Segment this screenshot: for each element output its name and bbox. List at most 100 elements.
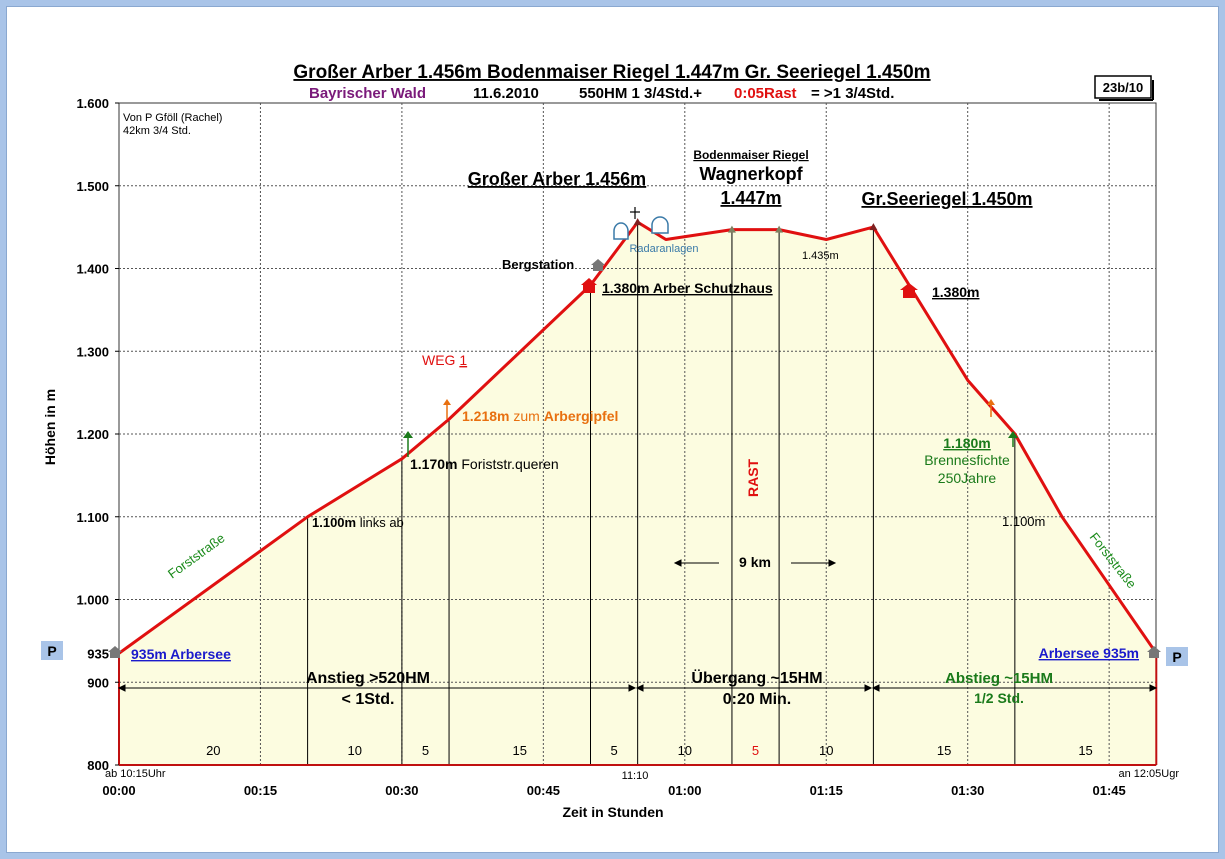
elevation-chart: 800 900 935 1.000 1.100 1.200 1.300 1.400 1.500 1…	[41, 62, 1188, 820]
uebergang-label: Übergang ~15HM	[691, 668, 822, 687]
y-tick-label: 1.400	[76, 262, 109, 277]
left-hut-icon	[108, 646, 122, 658]
segment-minutes-label: 10	[819, 743, 833, 758]
abstieg-label: Abstieg ~15HM	[945, 670, 1053, 687]
orange-arrow-icon	[443, 399, 451, 419]
riegel-small-label: Bodenmaiser Riegel	[693, 148, 808, 162]
right-hut-grey-icon	[1147, 646, 1161, 658]
y-tick-label: 1.200	[76, 427, 109, 442]
x-tick-label: 00:45	[527, 783, 560, 798]
phase-arrows	[117, 684, 1158, 692]
y-tick-label: 800	[87, 758, 109, 773]
y-tick-label: 900	[87, 675, 109, 690]
m1435-label: 1.435m	[802, 250, 839, 262]
right-1100-label: 1.100m	[1002, 514, 1045, 529]
subtitle-date: 11.6.2010	[473, 85, 539, 102]
arbersee-right-label: Arbersee 935m	[1039, 645, 1139, 661]
abstieg-time-label: 1/2 Std.	[974, 690, 1024, 706]
y-tick-label: 1.300	[76, 344, 109, 359]
end-time-label: an 12:05Ugr	[1118, 768, 1179, 780]
weg-label: WEG 1	[422, 352, 467, 368]
segment-minutes-label: 10	[348, 743, 362, 758]
linksab-label: 1.100m links ab	[312, 515, 404, 530]
y-tick-label: 1.100	[76, 510, 109, 525]
segment-minutes-label: 15	[937, 743, 951, 758]
mid-time-label: 11:10	[622, 770, 649, 782]
forststr-label: 1.170m Foriststr.queren	[410, 456, 559, 472]
arbersee-left-label: 935m Arbersee	[131, 646, 231, 662]
segment-minutes-label: 15	[513, 743, 527, 758]
x-axis-title: Zeit in Stunden	[562, 804, 663, 820]
summit-marker	[869, 223, 878, 231]
km-label: 9 km	[739, 554, 771, 570]
right-1380-label: 1.380m	[932, 284, 979, 300]
brenn-age-label: 250Jahre	[938, 470, 997, 486]
riegel-name-label: Wagnerkopf	[699, 164, 803, 184]
segment-minutes-label: 5	[752, 743, 759, 758]
note-line-2: 42km 3/4 Std.	[123, 125, 191, 137]
y-tick-labels: 800 900 935 1.000 1.100 1.200 1.300 1.400 1.500 1…	[76, 96, 119, 773]
x-tick-labels: 00:00 00:15 00:30 00:45 01:00 01:15 01:30 01:45	[102, 783, 1125, 798]
brenn-name-label: Brennesfichte	[924, 452, 1010, 468]
segment-minutes-label: 15	[1078, 743, 1092, 758]
profile-points	[633, 218, 878, 233]
subtitle-rast: 0:05Rast	[734, 85, 797, 102]
chart-title: Großer Arber 1.456m Bodenmaiser Riegel 1…	[293, 62, 930, 83]
segment-minutes-label: 5	[422, 743, 429, 758]
y-axis-title: Höhen in m	[42, 389, 58, 465]
y-tick-label: 1.000	[76, 593, 109, 608]
km-arrows	[673, 559, 837, 567]
bergstation-icon	[591, 259, 605, 271]
segment-minutes-label: 10	[678, 743, 692, 758]
start-time-label: ab 10:15Uhr	[105, 768, 166, 780]
y-tick-label: 935	[87, 646, 109, 661]
green-arrow-right-icon	[1008, 431, 1018, 447]
riegel-height-label: 1.447m	[720, 188, 781, 208]
segment-labels: 20 10 5 15 5 10 5 10 15 15	[206, 743, 1093, 758]
arbergipfel-label: 1.218m zum Arbergipfel	[462, 408, 618, 424]
x-tick-label: 00:15	[244, 783, 277, 798]
schutzhaus-hut-icon	[581, 278, 597, 293]
x-tick-label: 01:45	[1093, 783, 1126, 798]
y-tick-label: 1.500	[76, 179, 109, 194]
summit-marker	[727, 225, 736, 233]
y-tick-label: 1.600	[76, 96, 109, 111]
radar-label: Radaranlagen	[629, 243, 698, 255]
note-line-1: Von P Gföll (Rachel)	[123, 112, 222, 124]
rast-label: RAST	[745, 458, 761, 497]
parking-right-badge	[1166, 647, 1188, 666]
subtitle-total: = >1 3/4Std.	[811, 85, 894, 102]
summit-marker	[775, 225, 784, 233]
parking-left-badge	[41, 641, 63, 660]
uebergang-time-label: 0:20 Min.	[723, 691, 791, 708]
subtitle-region: Bayrischer Wald	[309, 85, 426, 102]
subtitle: Bayrischer Wald 11.6.2010 550HM 1 3/4Std…	[309, 85, 894, 102]
schutzhaus-label: 1.380m Arber Schutzhaus	[602, 280, 773, 296]
x-tick-label: 00:00	[102, 783, 135, 798]
parking-left-icon: P	[47, 643, 56, 659]
summit-marker	[633, 218, 642, 226]
summit-cross-icon	[630, 207, 640, 219]
x-tick-label: 00:30	[385, 783, 418, 798]
parking-right-icon: P	[1172, 649, 1181, 665]
bergstation-label: Bergstation	[502, 257, 574, 272]
orange-arrow-right-icon	[987, 399, 995, 417]
brenn-height-label: 1.180m	[943, 435, 990, 451]
seeriegel-label: Gr.Seeriegel 1.450m	[861, 189, 1032, 209]
segment-vertical-lines	[118, 222, 1158, 766]
x-tick-label: 01:15	[810, 783, 843, 798]
ref-box	[1094, 75, 1152, 99]
arber-summit-label: Großer Arber 1.456m	[468, 169, 646, 189]
right-hut-icon	[900, 283, 918, 298]
x-tick-label: 01:00	[668, 783, 701, 798]
segment-minutes-label: 5	[610, 743, 617, 758]
segment-minutes-label: 20	[206, 743, 220, 758]
x-tick-label: 01:30	[951, 783, 984, 798]
subtitle-hm: 550HM 1 3/4Std.+	[579, 85, 702, 102]
chart-frame: 800 900 935 1.000 1.100 1.200 1.300 1.400 1.500 1…	[6, 6, 1219, 853]
grid-horizontal	[119, 185, 1156, 683]
anstieg-time-label: < 1Std.	[342, 691, 395, 708]
ref-box-label: 23b/10	[1103, 80, 1143, 95]
green-arrow-left-icon	[403, 431, 413, 457]
radar-dome-icon	[613, 216, 669, 240]
